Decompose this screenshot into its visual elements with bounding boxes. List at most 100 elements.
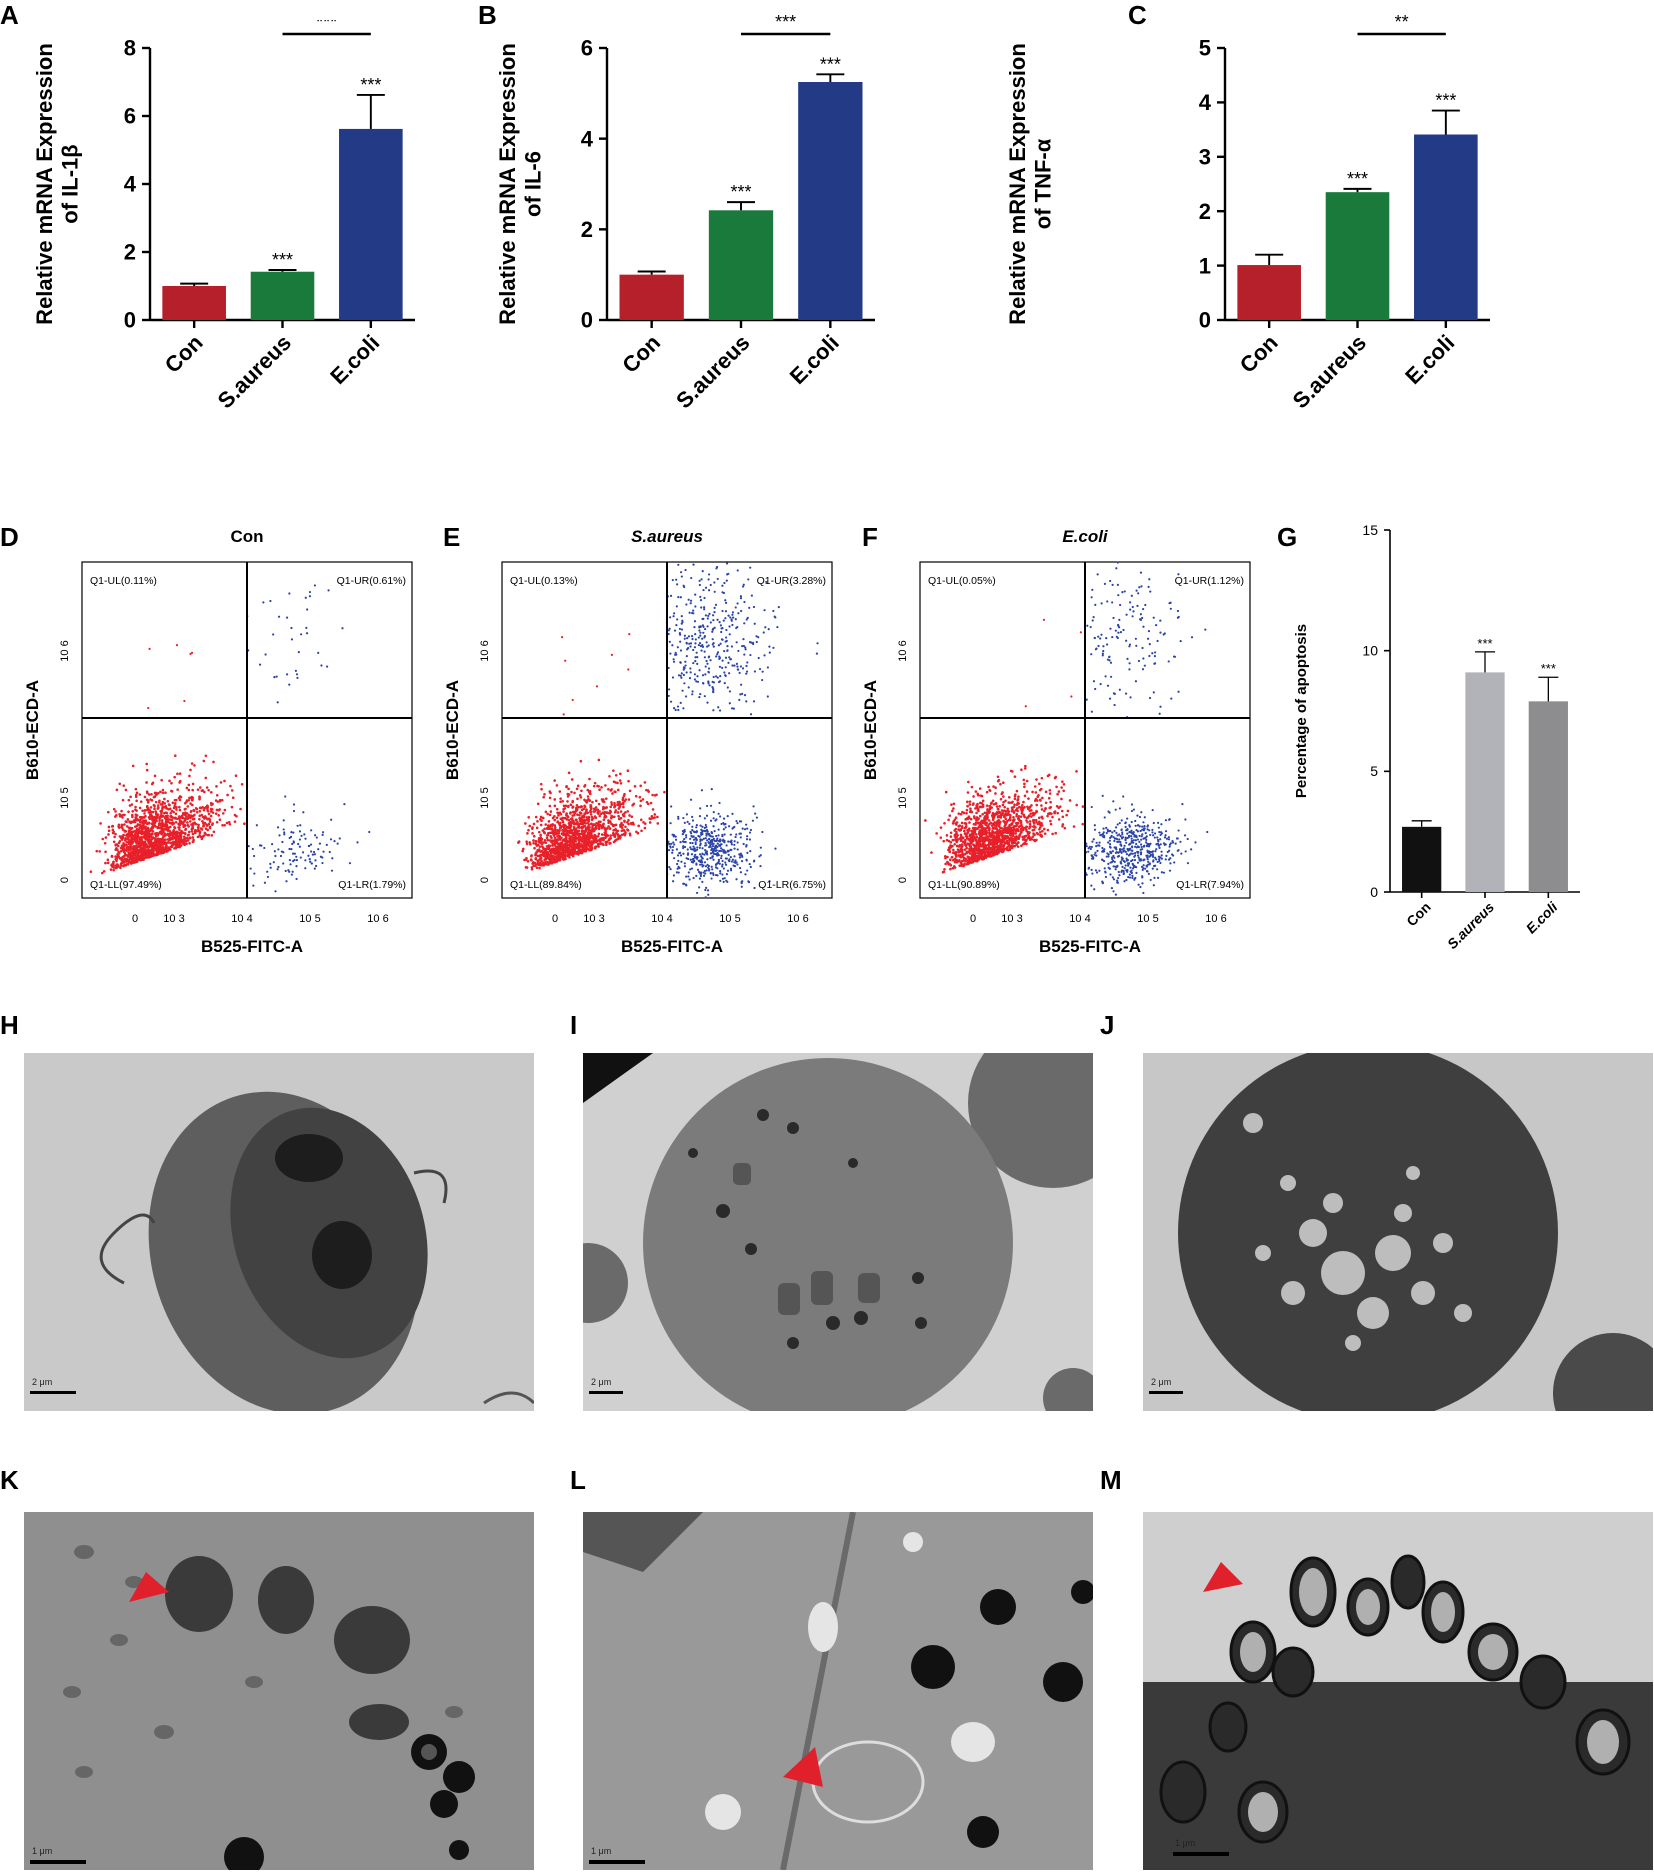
dot-lr-e xyxy=(712,858,715,861)
dot-ur-e xyxy=(692,661,695,665)
dot-ur-e xyxy=(816,642,819,645)
dot-ur-e xyxy=(734,618,737,621)
dot-ll-d xyxy=(106,861,110,865)
dot-lr-d xyxy=(282,828,285,831)
dot-lr-e xyxy=(713,830,716,833)
dot-ll-e xyxy=(547,820,551,823)
dot-ur-e xyxy=(693,620,697,623)
dot-lr-e xyxy=(718,849,721,853)
dot-lr-e xyxy=(703,853,706,856)
dot-ll-f xyxy=(954,836,957,839)
dot-ll-d xyxy=(114,832,117,836)
dot-ll-e xyxy=(575,822,579,826)
dot-lr-e xyxy=(699,872,702,875)
dot-ur-e xyxy=(727,572,730,575)
dot-lr-e xyxy=(736,841,739,844)
dot-ll-e xyxy=(581,814,584,818)
dot-ll-d xyxy=(146,801,150,804)
dot-ll-e xyxy=(600,786,603,789)
dot-lr-e xyxy=(774,847,777,850)
dot-ll-d xyxy=(161,843,165,846)
dot-ur-e xyxy=(762,631,765,634)
dot-ll-d xyxy=(128,839,132,842)
dot-ll-e xyxy=(559,841,563,845)
dot-lr-e xyxy=(691,819,695,822)
dot-ll-d xyxy=(134,816,138,819)
dot-ll-e xyxy=(572,842,576,846)
dot-lr-e xyxy=(740,860,744,863)
dot-ll-e xyxy=(541,861,545,864)
x-tick-label-b-1: S.aureus xyxy=(671,330,754,413)
dot-ll-e xyxy=(573,852,576,855)
dot-lr-e xyxy=(696,848,699,851)
dot-ll-d xyxy=(173,798,177,802)
dot-ll-e xyxy=(548,854,552,857)
dot-ll-e xyxy=(553,824,557,827)
dot-ll-d xyxy=(210,834,214,837)
dot-ll-f xyxy=(1048,812,1051,815)
dot-ll-d xyxy=(195,810,199,814)
dot-ll-d xyxy=(128,831,131,835)
dot-ll-e xyxy=(533,861,537,865)
dot-ll-e xyxy=(543,858,546,862)
dot-ll-d xyxy=(206,833,210,837)
dot-lr-e xyxy=(688,822,691,825)
dot-lr-e xyxy=(721,877,725,880)
dot-ll-f xyxy=(1012,837,1016,841)
dot-ll-e xyxy=(532,839,535,842)
dot-ll-e xyxy=(543,851,546,855)
dot-ll-f xyxy=(1051,815,1054,819)
dot-ur-e xyxy=(717,644,721,647)
dot-ll-e xyxy=(529,858,533,861)
dot-ll-d xyxy=(202,824,206,828)
dot-lr-d xyxy=(301,851,305,854)
dot-ll-d xyxy=(177,831,181,835)
dot-ur-e xyxy=(694,605,697,608)
dot-lr-e xyxy=(687,875,690,878)
dot-ll-d xyxy=(135,791,139,795)
dot-ur-e xyxy=(719,624,722,627)
dot-ll-e xyxy=(544,823,548,826)
dot-ll-e xyxy=(539,833,542,837)
dot-ll-e xyxy=(559,826,562,830)
dot-ur-e xyxy=(673,707,676,710)
dot-ll-e xyxy=(626,821,629,824)
dot-lr-e xyxy=(706,830,709,833)
dot-ll-d xyxy=(104,836,108,839)
dot-ll-d xyxy=(169,815,172,818)
dot-ll-e xyxy=(618,817,621,821)
dot-ur-e xyxy=(729,616,732,619)
dot-ll-e xyxy=(576,813,579,816)
dot-ll-d xyxy=(112,830,116,834)
dot-ll-d xyxy=(234,774,238,777)
dot-ur-e xyxy=(743,600,746,604)
dot-ur-e xyxy=(766,695,769,698)
dot-lr-e xyxy=(755,816,759,819)
dot-ll-e xyxy=(627,818,630,822)
dot-ur-e xyxy=(671,676,675,679)
dot-ll-e xyxy=(646,789,650,792)
dot-ll-e xyxy=(563,848,567,852)
bar-b-0 xyxy=(619,274,684,320)
dot-ll-f xyxy=(974,821,978,824)
dot-ll-e xyxy=(634,794,638,798)
dot-ll-d xyxy=(118,813,121,816)
dot-ur-e xyxy=(724,599,727,602)
dot-ll-f xyxy=(975,833,978,836)
dot-lr-e xyxy=(686,848,689,851)
dot-ll-e xyxy=(610,801,613,804)
dot-ll-d xyxy=(135,847,138,851)
dot-lr-e xyxy=(715,834,718,838)
dot-ll-e xyxy=(576,797,579,801)
dot-ur-d xyxy=(306,608,309,611)
dot-ur-e xyxy=(693,646,697,649)
dot-ll-d xyxy=(200,828,204,831)
dot-ll-d xyxy=(169,845,173,848)
dot-ur-e xyxy=(688,642,691,645)
dot-ll-e xyxy=(517,840,521,843)
dot-lr-e xyxy=(689,868,692,871)
dot-ll-d xyxy=(191,803,194,807)
dot-ll-e xyxy=(585,847,589,850)
dot-ll-e xyxy=(553,779,556,782)
dot-ll-d xyxy=(122,784,126,787)
